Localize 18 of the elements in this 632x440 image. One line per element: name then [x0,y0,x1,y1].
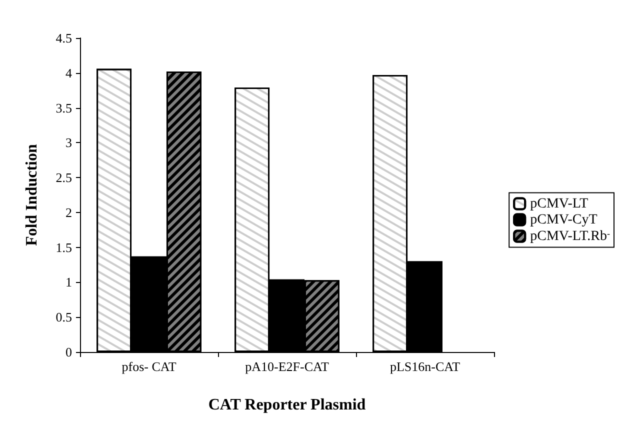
y-tick-label: 3 [66,135,72,150]
legend-label: pCMV-LT [530,196,589,212]
y-tick-label: 1.5 [56,240,72,255]
legend-label: pCMV-LT.Rb- [530,228,610,244]
x-tick-label: pLS16n-CAT [390,359,460,374]
y-tick-label: 0.5 [56,310,72,325]
x-tick-label: pfos- CAT [122,359,176,374]
legend-label: pCMV-CyT [530,212,598,228]
y-tick-label: 4.5 [56,30,72,46]
x-axis-title: CAT Reporter Plasmid [208,396,366,414]
y-tick-label: 0 [66,344,72,360]
y-axis-title: Fold Induction [24,144,40,246]
x-tick-label: pA10-E2F-CAT [245,359,329,374]
y-tick-label: 4 [66,65,72,80]
y-tick-label: 3.5 [56,100,72,116]
y-tick-label: 2 [66,204,72,220]
y-tick-label: 2.5 [56,170,72,186]
y-tick-label: 1 [66,274,72,290]
